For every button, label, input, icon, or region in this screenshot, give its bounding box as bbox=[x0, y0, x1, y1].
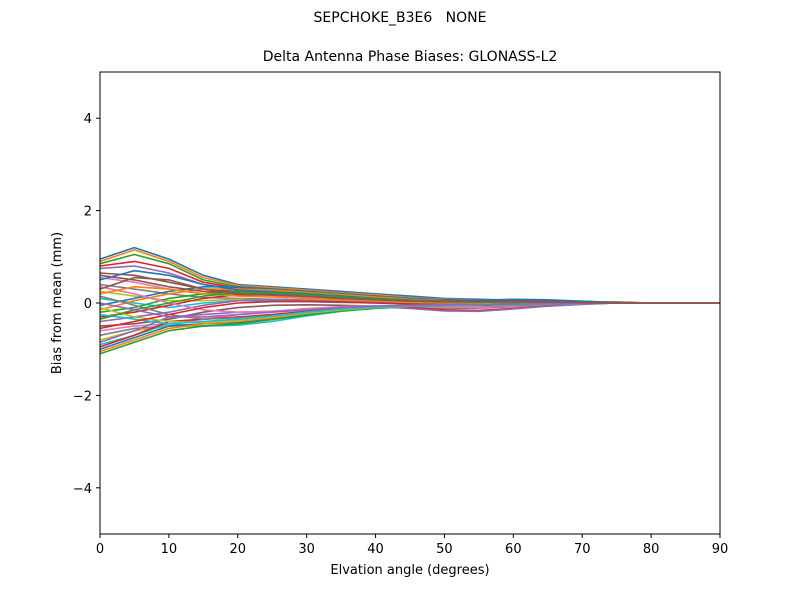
chart-title: Delta Antenna Phase Biases: GLONASS-L2 bbox=[262, 49, 558, 65]
x-tick-label: 10 bbox=[161, 542, 178, 557]
series-line bbox=[99, 302, 720, 355]
x-tick-label: 40 bbox=[367, 542, 384, 557]
y-tick-label: −2 bbox=[73, 389, 92, 404]
x-tick-label: 60 bbox=[505, 542, 522, 557]
series-line bbox=[99, 276, 720, 304]
y-tick-label: 0 bbox=[84, 297, 92, 312]
x-tick-label: 30 bbox=[298, 542, 315, 557]
x-axis: 0 10 20 30 40 50 60 70 80 90 bbox=[96, 534, 728, 557]
x-tick-label: 0 bbox=[96, 542, 104, 557]
y-tick-label: 4 bbox=[84, 112, 92, 127]
x-tick-label: 80 bbox=[643, 542, 660, 557]
y-tick-label: 2 bbox=[84, 205, 92, 220]
series-lines bbox=[99, 246, 720, 355]
figure-suptitle: SEPCHOKE_B3E6 NONE bbox=[313, 10, 487, 26]
x-axis-label: Elvation angle (degrees) bbox=[330, 563, 489, 578]
x-tick-label: 90 bbox=[712, 542, 729, 557]
y-axis: −4 −2 0 2 4 bbox=[73, 112, 100, 497]
x-tick-label: 20 bbox=[230, 542, 247, 557]
y-axis-label: Bias from mean (mm) bbox=[50, 232, 65, 374]
y-tick-label: −4 bbox=[73, 482, 92, 497]
x-tick-label: 70 bbox=[574, 542, 591, 557]
x-tick-label: 50 bbox=[436, 542, 453, 557]
